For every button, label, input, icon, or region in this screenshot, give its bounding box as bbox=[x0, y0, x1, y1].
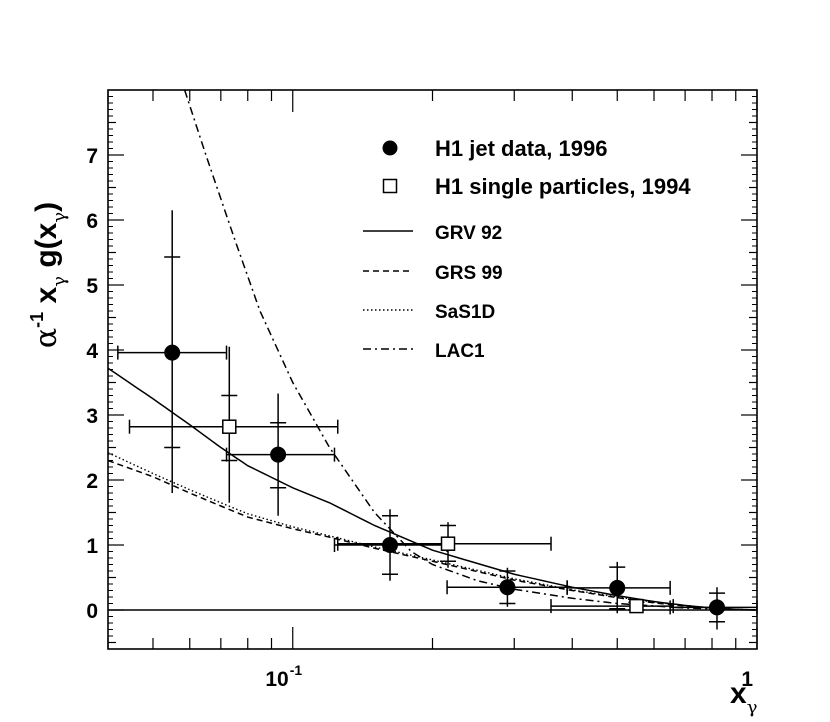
legend-marker-filled-circle bbox=[382, 140, 398, 156]
x-tick-label: 10 bbox=[265, 668, 288, 691]
data-point-h1-single-particles-1994 bbox=[629, 598, 644, 614]
data-point-h1-single-particles-1994 bbox=[440, 536, 456, 551]
curve-grv-92 bbox=[107, 367, 758, 611]
legend-marker-open-square bbox=[382, 178, 398, 194]
data-point-h1-single-particles-1994 bbox=[222, 419, 237, 434]
data-point-h1-jet-data-1996 bbox=[270, 446, 287, 463]
legend-label: H1 single particles, 1994 bbox=[435, 174, 691, 199]
curve-sas1d bbox=[107, 452, 758, 611]
legend-label: GRS 99 bbox=[435, 263, 503, 284]
y-tick-label: 3 bbox=[86, 405, 98, 428]
y-label-x-subscript: γ bbox=[49, 276, 70, 287]
data-point-h1-jet-data-1996 bbox=[499, 579, 516, 596]
y-axis: 0 1 2 3 4 5 6 7 bbox=[86, 96, 757, 644]
legend-label: LAC1 bbox=[435, 341, 485, 362]
y-tick-label: 7 bbox=[86, 145, 98, 168]
data-point-h1-jet-data-1996 bbox=[609, 579, 626, 596]
y-tick-label: 0 bbox=[86, 600, 98, 623]
data-point-h1-jet-data-1996 bbox=[382, 537, 399, 553]
data-markers bbox=[164, 344, 725, 616]
y-label-alpha-exponent: -1 bbox=[27, 312, 47, 328]
curve-lac1 bbox=[183, 89, 758, 611]
legend: H1 jet data, 1996 H1 single particles, 19… bbox=[363, 136, 691, 362]
y-axis-label: α-1 xγ g(xγ) bbox=[17, 202, 72, 348]
data-point-h1-jet-data-1996 bbox=[708, 599, 725, 616]
y-tick-label: 6 bbox=[86, 210, 98, 233]
y-tick-label: 2 bbox=[86, 470, 98, 493]
legend-label: GRV 92 bbox=[435, 223, 502, 244]
x-tick-label: 1 bbox=[741, 668, 753, 691]
x-axis-label: xγ bbox=[730, 677, 757, 718]
y-label-g: g(x bbox=[30, 222, 63, 267]
theory-curves bbox=[107, 89, 758, 611]
y-tick-label: 5 bbox=[86, 275, 98, 298]
legend-label: H1 jet data, 1996 bbox=[435, 136, 607, 161]
curve-grs-99 bbox=[107, 459, 758, 611]
y-label-alpha: α bbox=[29, 328, 64, 348]
x-tick-label-exponent: -1 bbox=[290, 662, 303, 678]
x-axis: 10 -1 1 bbox=[107, 90, 758, 691]
axis-labels: α-1 xγ g(xγ)xγ bbox=[17, 202, 757, 718]
x-label-subscript: γ bbox=[747, 697, 758, 718]
y-label-close-paren: ) bbox=[30, 202, 63, 212]
data-point-h1-jet-data-1996 bbox=[164, 344, 181, 361]
y-label-space bbox=[17, 303, 50, 311]
y-label-g-subscript: γ bbox=[49, 212, 70, 223]
y-tick-label: 1 bbox=[86, 535, 98, 558]
x-label-x: x bbox=[730, 677, 747, 710]
y-tick-label: 4 bbox=[86, 340, 98, 363]
legend-label: SaS1D bbox=[435, 302, 495, 323]
y-label-x: x bbox=[30, 286, 63, 303]
y-label-space bbox=[39, 268, 72, 276]
